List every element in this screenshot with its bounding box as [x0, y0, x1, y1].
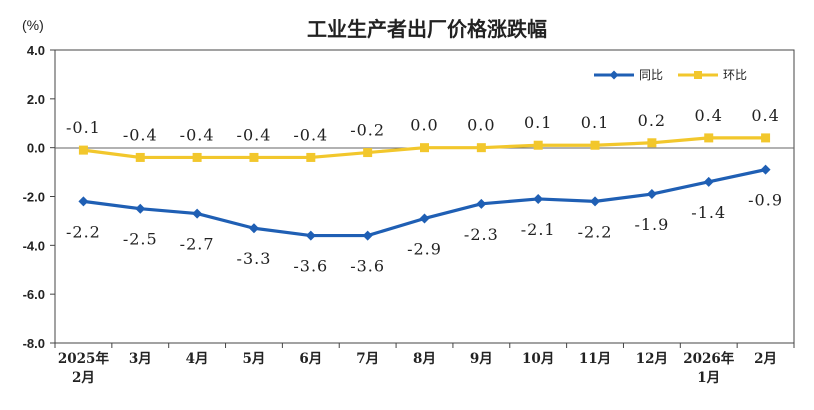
x-tick-label: 2025年 — [58, 350, 110, 367]
series-0-point — [533, 193, 544, 204]
series-layer — [78, 133, 771, 241]
x-tick-label: 1月 — [697, 370, 720, 386]
y-axis-unit-label: (%) — [22, 17, 44, 33]
series-1-point — [135, 152, 145, 162]
series-0-point — [305, 230, 316, 241]
series-0-point — [78, 196, 89, 207]
y-tick-label: -6.0 — [23, 287, 45, 302]
series-1-point — [78, 145, 88, 155]
data-labels-layer: -2.2 -2.5 -2.7 -3.3 -3.6 -3.6 -2.9 -2.3 -2.1 -2.2… — [66, 106, 783, 276]
y-tick-label: 2.0 — [27, 92, 45, 107]
legend: 同比 环比 — [594, 68, 747, 82]
series-1-data-label: 0.4 — [695, 106, 723, 125]
series-1-data-label: -0.4 — [180, 125, 215, 144]
series-0-data-label: -3.3 — [237, 249, 272, 268]
series-1-data-label: 0.1 — [581, 113, 609, 132]
series-1-data-label: 0.2 — [638, 111, 666, 130]
x-tick-label: 3月 — [129, 351, 152, 367]
x-tick-label: 2026年 — [683, 350, 735, 367]
x-tick-label: 12月 — [636, 351, 668, 367]
x-tick-label: 11月 — [579, 351, 611, 367]
series-1-data-label: -0.1 — [66, 118, 101, 137]
series-0-data-label: -3.6 — [350, 257, 385, 276]
y-tick-label: -4.0 — [23, 238, 45, 253]
series-1-point — [590, 140, 600, 150]
legend-marker-0 — [609, 70, 619, 80]
series-0-point — [419, 213, 430, 224]
series-1-point — [363, 148, 373, 158]
series-1-point — [476, 143, 486, 153]
series-1-data-label: -0.4 — [123, 125, 158, 144]
series-1-data-label: 0.1 — [524, 113, 552, 132]
series-0-point — [362, 230, 373, 241]
y-tick-label: 0.0 — [27, 141, 45, 156]
series-1-data-label: -0.2 — [350, 121, 385, 140]
series-1-data-label: -0.4 — [293, 125, 328, 144]
series-0-point — [703, 176, 714, 187]
legend-label-0: 同比 — [639, 68, 663, 82]
x-tick-label: 7月 — [356, 351, 379, 367]
chart-title: 工业生产者出厂价格涨跌幅 — [307, 17, 547, 41]
series-0-data-label: -2.2 — [578, 222, 613, 241]
series-1-point — [192, 152, 202, 162]
x-tick-label: 10月 — [522, 351, 554, 367]
x-tick-label: 2月 — [72, 370, 95, 386]
x-tick-label: 8月 — [413, 351, 436, 367]
series-0-point — [476, 198, 487, 209]
x-tick-label: 5月 — [243, 351, 266, 367]
y-tick-label: 4.0 — [27, 43, 45, 58]
series-0-point — [248, 223, 259, 234]
series-1-point — [704, 133, 714, 143]
series-0-data-label: -2.3 — [464, 225, 499, 244]
series-0-data-label: -2.7 — [180, 235, 215, 254]
y-axis-ticks: 4.0 2.0 0.0 -2.0 -4.0 -6.0 -8.0 — [23, 43, 55, 351]
series-1-point — [647, 138, 657, 148]
y-tick-label: -2.0 — [23, 190, 45, 205]
series-0-data-label: -1.9 — [634, 215, 669, 234]
series-1-data-label: 0.0 — [467, 116, 495, 135]
series-0-data-label: -2.1 — [521, 220, 556, 239]
x-tick-label: 4月 — [186, 351, 209, 367]
x-tick-label: 2月 — [754, 351, 777, 367]
series-0-data-label: -2.2 — [66, 222, 101, 241]
x-axis-ticks: 2025年 2月 3月 4月 5月 6月 7月 8月 9月 10月 11月 12月 2026年 1月 2月 — [54, 343, 795, 386]
series-0-data-label: -2.5 — [123, 230, 158, 249]
series-0-point — [135, 203, 146, 214]
series-0-data-label: -0.9 — [748, 191, 783, 210]
series-0-point — [192, 208, 203, 219]
x-tick-label: 9月 — [470, 351, 493, 367]
series-0-data-label: -1.4 — [691, 203, 726, 222]
series-0-data-label: -2.9 — [407, 239, 442, 258]
series-1-data-label: 0.0 — [410, 116, 438, 135]
x-tick-label: 6月 — [299, 351, 322, 367]
series-1-data-label: 0.4 — [751, 106, 779, 125]
series-0-point — [590, 196, 601, 207]
series-0-point — [646, 189, 657, 200]
series-1-point — [533, 140, 543, 150]
legend-label-1: 环比 — [723, 68, 747, 82]
plot-area-frame — [54, 49, 795, 344]
series-1-point — [420, 143, 429, 153]
y-tick-label: -8.0 — [23, 336, 45, 351]
series-1-point — [249, 152, 259, 162]
series-0-point — [760, 164, 771, 175]
legend-marker-1 — [694, 71, 702, 79]
series-1-point — [306, 152, 316, 162]
series-0-data-label: -3.6 — [293, 257, 328, 276]
series-1-point — [761, 133, 771, 143]
series-1-data-label: -0.4 — [237, 125, 272, 144]
